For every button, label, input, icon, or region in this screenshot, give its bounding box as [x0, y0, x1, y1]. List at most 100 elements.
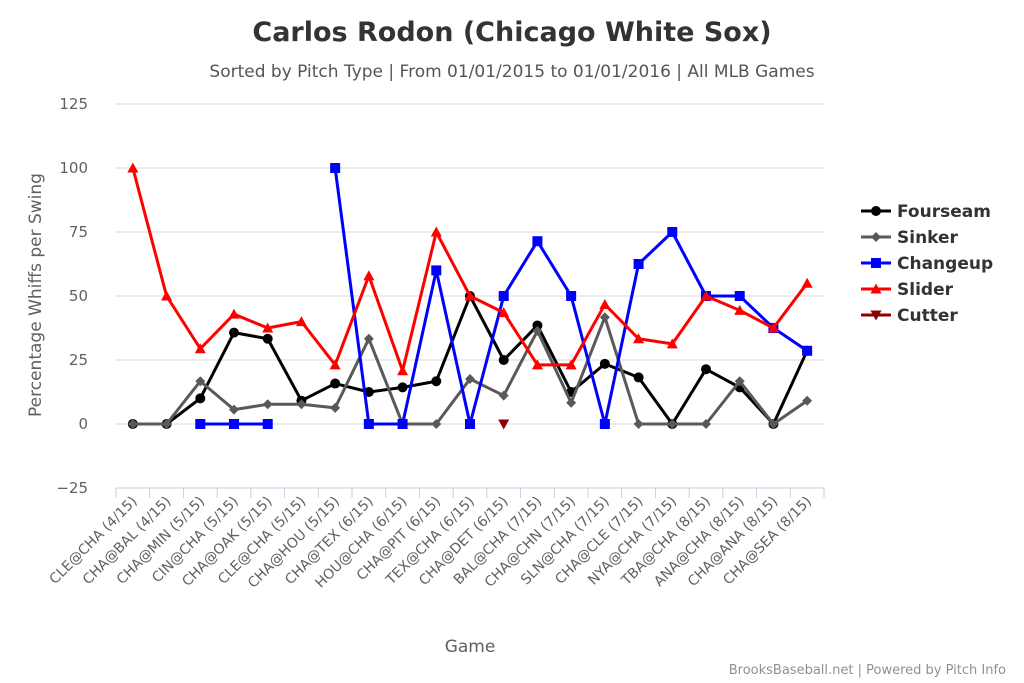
data-point-slider [127, 162, 139, 173]
data-point-sinker [330, 402, 341, 413]
legend-item-changeup[interactable]: Changeup [861, 254, 993, 274]
data-point-sinker [161, 419, 172, 429]
data-point-slider [363, 270, 375, 281]
data-point-sinker [262, 399, 273, 410]
legend-item-slider[interactable]: Slider [861, 280, 954, 300]
data-point-slider [700, 290, 712, 301]
y-tick-label: 75 [69, 223, 88, 241]
data-point-slider [599, 298, 611, 309]
legend-marker [870, 283, 882, 294]
data-point-sinker [296, 399, 307, 410]
data-point-sinker [498, 390, 509, 401]
data-point-sinker [532, 325, 543, 336]
data-point-slider [430, 226, 442, 237]
data-point-changeup [397, 419, 408, 429]
data-point-changeup [229, 419, 239, 429]
legend-label: Slider [897, 280, 954, 300]
data-point-slider [531, 359, 543, 370]
data-point-slider [565, 359, 577, 370]
data-point-sinker [802, 395, 813, 406]
series-cutter [498, 419, 510, 430]
data-point-sinker [566, 397, 577, 408]
y-tick-label: 0 [78, 415, 88, 433]
y-tick-label: −25 [56, 479, 88, 497]
data-point-sinker [195, 376, 206, 387]
data-point-sinker [127, 419, 138, 429]
data-point-fourseam [330, 378, 341, 389]
data-point-changeup [802, 345, 813, 356]
data-point-changeup [363, 419, 374, 429]
data-point-slider [295, 316, 307, 327]
data-point-fourseam [397, 382, 408, 393]
data-point-sinker [229, 404, 239, 415]
legend-marker [871, 206, 881, 216]
data-point-slider [262, 322, 274, 333]
data-point-cutter [498, 419, 510, 430]
series-layer [127, 162, 813, 430]
data-point-changeup [498, 291, 509, 301]
legend-label: Cutter [897, 306, 958, 326]
legend-item-sinker[interactable]: Sinker [861, 228, 959, 248]
legend-label: Sinker [897, 228, 959, 248]
data-point-fourseam [498, 355, 509, 365]
data-point-fourseam [195, 393, 206, 404]
data-point-slider [329, 359, 341, 370]
data-point-fourseam [262, 333, 273, 344]
data-point-changeup [734, 291, 745, 301]
data-point-sinker [431, 419, 442, 429]
data-point-changeup [566, 291, 577, 301]
y-tick-label: 100 [59, 159, 88, 177]
series-sinker [127, 312, 813, 429]
y-tick-label: 125 [59, 95, 88, 113]
data-point-fourseam [701, 364, 711, 375]
data-point-changeup [633, 259, 644, 269]
y-axis-ticks: −25 0 25 50 75 100 125 [56, 95, 88, 497]
data-point-sinker [363, 333, 374, 344]
legend-marker [871, 232, 881, 242]
data-point-changeup [262, 419, 273, 429]
data-point-changeup [667, 227, 678, 237]
legend-marker [871, 258, 881, 268]
data-point-sinker [734, 376, 745, 387]
y-axis-title: Percentage Whiffs per Swing [26, 173, 46, 417]
legend-item-cutter[interactable]: Cutter [861, 306, 958, 326]
data-point-sinker [768, 419, 779, 429]
data-point-slider [633, 333, 645, 344]
legend: Fourseam Sinker Changeup Slider Cutter [861, 202, 993, 326]
data-point-sinker [701, 419, 711, 429]
legend-label: Fourseam [897, 202, 991, 222]
data-point-slider [498, 307, 510, 318]
credits[interactable]: BrooksBaseball.net | Powered by Pitch In… [729, 663, 1006, 678]
data-point-changeup [431, 265, 442, 276]
data-point-slider [397, 365, 409, 376]
y-tick-label: 25 [69, 351, 88, 369]
data-point-changeup [532, 236, 543, 247]
series-slider [127, 162, 813, 376]
data-point-fourseam [431, 376, 442, 387]
data-point-sinker [599, 312, 610, 323]
chart-subtitle: Sorted by Pitch Type | From 01/01/2015 t… [209, 62, 814, 82]
data-point-slider [801, 277, 813, 288]
x-axis: CLE@CHA (4/15)CHA@BAL (4/15)CHA@MIN (5/1… [47, 487, 825, 591]
data-point-changeup [599, 419, 610, 429]
data-point-changeup [195, 419, 206, 429]
y-tick-label: 50 [69, 287, 88, 305]
chart-title: Carlos Rodon (Chicago White Sox) [252, 17, 771, 48]
data-point-slider [666, 338, 678, 349]
data-point-fourseam [229, 327, 239, 338]
data-point-slider [464, 290, 476, 301]
legend-item-fourseam[interactable]: Fourseam [861, 202, 991, 222]
legend-label: Changeup [897, 254, 993, 274]
data-point-changeup [465, 419, 475, 429]
data-point-slider [767, 322, 779, 333]
data-point-slider [228, 308, 240, 319]
data-point-sinker [465, 373, 475, 384]
data-point-sinker [633, 419, 644, 429]
data-point-fourseam [633, 372, 644, 383]
data-point-changeup [330, 163, 341, 173]
x-axis-title: Game [445, 637, 496, 657]
data-point-slider [194, 343, 206, 354]
legend-marker [870, 310, 882, 321]
